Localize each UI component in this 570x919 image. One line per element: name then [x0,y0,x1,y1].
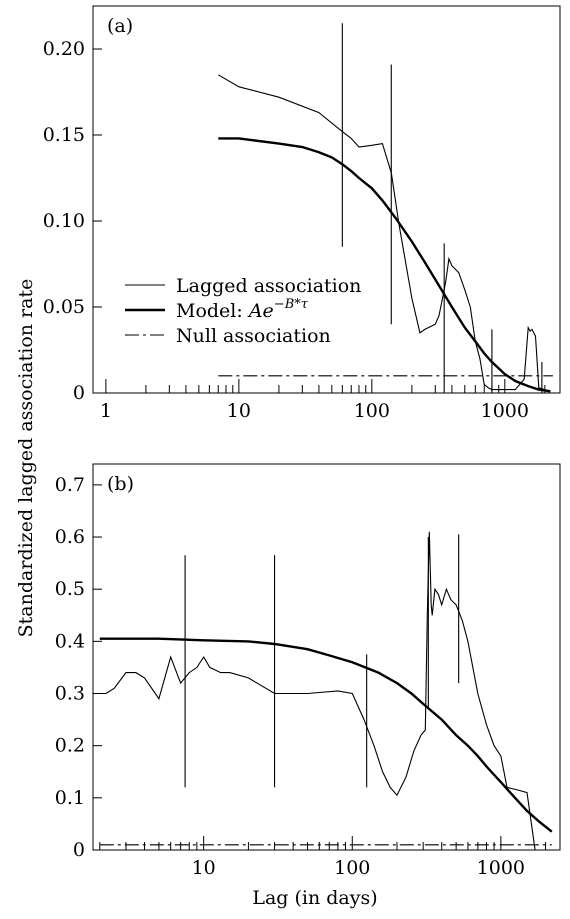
y-tick-label: 0.1 [55,787,85,809]
legend-entry-label: Lagged association [176,275,361,297]
y-tick-label: 0.4 [55,630,85,652]
y-tick-label: 0.15 [43,124,85,146]
panel-a: 0 0.05 0.10 0.15 0.20 1 10 100 1000 (a) Lagged ass… [43,5,561,422]
x-axis-label: Lag (in days) [252,887,377,909]
series-thick-line [99,637,553,833]
plot-frame [92,5,561,394]
panel-b: 0 0.1 0.2 0.3 0.4 0.5 0.6 0.7 10 100 1000 (b) [55,463,561,879]
x-tick-label: 100 [334,857,370,879]
x-tick-label: 100 [354,400,390,422]
y-tick-label: 0.5 [55,578,85,600]
y-tick-label: 0.20 [43,38,85,60]
series-thin-line [99,531,536,851]
y-tick-label: 0.3 [55,683,85,705]
y-tick-label: 0.7 [55,474,85,496]
panel-label: (a) [107,15,133,37]
panel-label: (b) [107,473,134,495]
x-tick-label: 1000 [477,857,525,879]
x-tick-label: 10 [192,857,216,879]
plot-frame [92,463,561,851]
x-tick-label: 10 [227,400,251,422]
y-tick-label: 0.6 [55,526,85,548]
legend-entry-label: Model: Ae−B*τ [176,297,309,322]
y-tick-label: 0.05 [43,296,85,318]
y-tick-label: 0 [73,839,85,861]
legend-entry-label: Null association [176,325,331,347]
series-thin-line [218,74,545,391]
y-axis-label: Standardized lagged association rate [15,279,37,638]
x-tick-label: 1000 [481,400,529,422]
y-tick-label: 0 [73,382,85,404]
y-tick-label: 0.2 [55,735,85,757]
series-thick-line [218,137,551,393]
y-tick-label: 0.10 [43,210,85,232]
x-tick-label: 1 [100,400,112,422]
